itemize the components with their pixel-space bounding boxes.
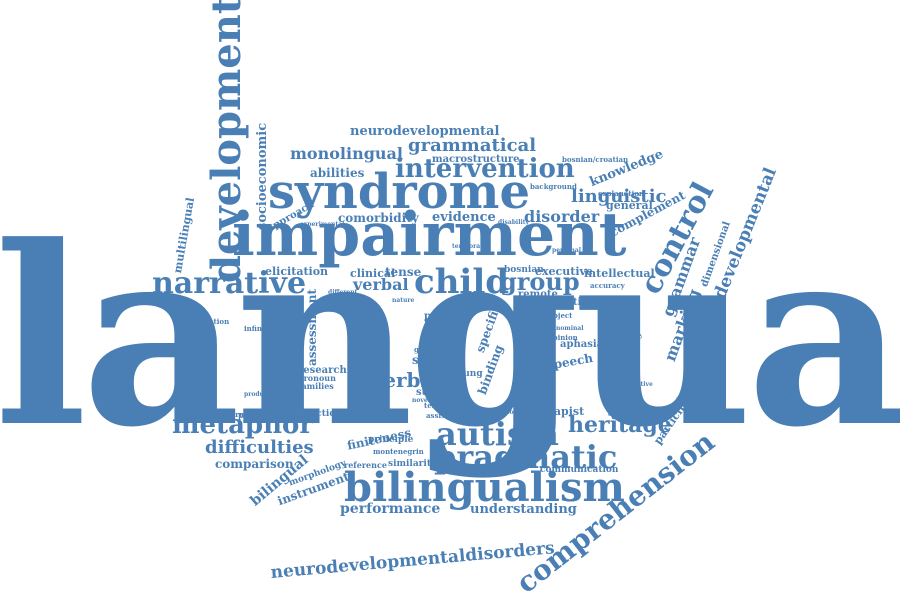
word-factor: factor xyxy=(362,337,386,346)
word-disability: disability xyxy=(498,219,530,226)
word-study: study xyxy=(412,353,449,367)
word-socioeconomic: socioeconomic xyxy=(255,122,270,230)
word-opinion: opinion xyxy=(548,333,578,342)
word-reference: reference xyxy=(344,460,387,470)
word-difficulties: difficulties xyxy=(205,437,314,458)
word-research: research xyxy=(298,365,347,376)
word-monolingual: monolingual xyxy=(290,144,403,163)
word-syndrome: syndrome xyxy=(268,164,531,220)
word-languageimpairment: languageimpairment xyxy=(177,410,260,419)
word-metaphor: metaphor xyxy=(172,410,314,440)
word-communication: communication xyxy=(540,465,619,475)
word-case: case xyxy=(420,329,450,343)
word-comorbidity: comorbidity xyxy=(338,211,419,225)
word-accuracy: accuracy xyxy=(590,281,625,290)
word-therapist: therapist xyxy=(528,405,585,418)
word-nature: nature xyxy=(392,297,415,304)
word-neurodevelopmental: neurodevelopmental xyxy=(350,124,500,139)
word-subject: subject xyxy=(544,311,573,320)
word-group: group xyxy=(500,267,580,296)
word-explanation: explanation xyxy=(598,189,644,198)
word-aphasia: aphasia xyxy=(560,339,604,350)
word-investigation: investigation xyxy=(178,317,230,326)
word-experimental: experimental xyxy=(300,221,345,228)
word-montenegrin: montenegrin xyxy=(373,447,424,456)
word-optional: optional xyxy=(598,313,631,322)
word-bosnian-croatian: bosnian/croatian xyxy=(562,155,629,164)
word-previous: previous xyxy=(464,410,493,417)
word-population: population xyxy=(238,410,287,420)
word-nominal: nominal xyxy=(556,325,584,332)
word-serbian: serbian xyxy=(372,368,456,392)
word-inflection: inflection xyxy=(294,409,342,419)
word-younger: younger xyxy=(328,295,356,302)
word-abilities: abilities xyxy=(310,166,365,180)
word-linguistic: linguistic xyxy=(571,186,667,207)
word-autism: autism xyxy=(436,415,559,453)
word-cantab: cantab xyxy=(360,345,387,354)
word-survey: survey xyxy=(416,387,453,398)
word-bilingualism: bilingualism xyxy=(344,464,625,511)
word-personal: personal xyxy=(552,247,582,254)
word-grammatical: grammatical xyxy=(408,135,537,156)
word-macrostructure: macrostructure xyxy=(432,154,520,165)
word-past: past xyxy=(424,311,448,322)
word-knowledge: knowledge xyxy=(587,146,666,190)
word-disorder: disorder xyxy=(524,207,600,226)
word-language: language xyxy=(0,193,900,482)
word-impairment: impairment xyxy=(232,200,627,270)
word-gender: gender xyxy=(414,345,442,354)
word-child: child xyxy=(414,262,510,302)
word-performance: performance xyxy=(340,501,441,517)
word-assignment: assignment xyxy=(676,394,722,403)
word-pragmatic: pragmatic xyxy=(434,438,618,476)
word-narrative: narrative xyxy=(152,266,307,301)
word-young: young xyxy=(452,369,483,379)
word-teaching: teaching xyxy=(424,401,459,410)
word-adjunct: adjunct xyxy=(360,353,386,360)
word-assessment: assessment xyxy=(305,288,319,366)
word-memory: memory xyxy=(360,360,388,367)
word-families: families xyxy=(298,381,334,391)
word-comparison: comparison xyxy=(215,457,294,471)
word-understanding: understanding xyxy=(470,502,577,517)
word-bosnian: bosnian xyxy=(504,265,544,275)
word-deficit: deficit xyxy=(356,329,381,338)
word-chronological: chronological xyxy=(608,411,655,418)
word-background: background xyxy=(530,182,577,191)
word-different: different xyxy=(328,289,358,296)
word-production: production xyxy=(244,391,281,398)
word-tense: tense xyxy=(385,265,422,279)
word-principle: principle xyxy=(368,435,414,445)
word-executive: executive xyxy=(535,265,593,278)
word-intervention: intervention xyxy=(395,154,575,184)
word-infinitive: infinitive xyxy=(244,324,279,333)
word-verbal: verbal xyxy=(353,275,409,294)
word-evidence: evidence xyxy=(432,210,496,225)
word-cognitive: cognitive xyxy=(506,409,537,416)
word-cognitive2: cognitive xyxy=(622,381,653,388)
word-similarity: similarity xyxy=(388,459,437,469)
word-temporal: temporal xyxy=(452,243,483,250)
word-assistant: assistant xyxy=(426,411,462,420)
word-heritage: heritage xyxy=(568,412,672,438)
word-intellectual: intellectual xyxy=(584,267,655,280)
word-elicitation: elicitation xyxy=(265,265,329,278)
word-remote: remote xyxy=(518,289,558,300)
word-novel: novel xyxy=(412,397,430,404)
word-difference: difference xyxy=(448,465,500,475)
word-task: task xyxy=(424,317,448,328)
word-development: development xyxy=(203,0,250,283)
word-clinical: clinical xyxy=(350,267,396,280)
word-condition: condition xyxy=(604,321,636,328)
word-pronoun: pronoun xyxy=(298,373,336,383)
word-function: function xyxy=(548,297,596,308)
word-general: general xyxy=(606,199,653,212)
